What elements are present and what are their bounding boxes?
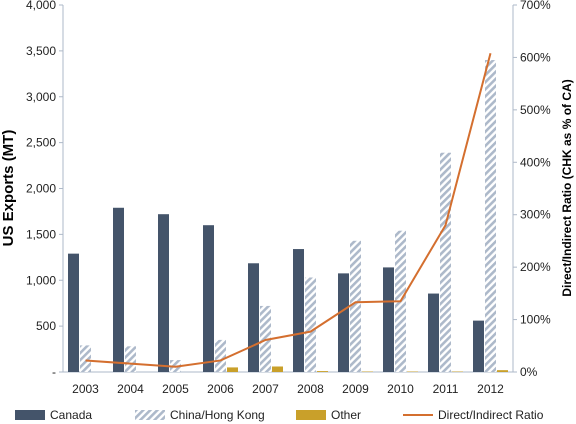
- x-tick-label: 2008: [297, 382, 324, 396]
- y-tick-label: 2,500: [26, 136, 56, 150]
- y2-axis-title: Direct/Indirect Ratio (CHK as % of CA): [560, 79, 574, 296]
- x-tick-label: 2006: [207, 382, 234, 396]
- bar-china-hong-kong-2004: [125, 346, 136, 372]
- bar-canada-2006: [203, 225, 214, 372]
- x-tick-label: 2010: [387, 382, 414, 396]
- bar-canada-2009: [338, 273, 349, 372]
- y2-tick-label: 700%: [520, 0, 551, 12]
- y-tick-label: 2,000: [26, 182, 56, 196]
- bar-canada-2007: [248, 263, 259, 372]
- series-line-ratio: [85, 52, 492, 368]
- y-tick-label: 3,000: [26, 90, 56, 104]
- x-tick-label: 2011: [433, 382, 459, 396]
- y2-tick-label: 400%: [520, 155, 551, 169]
- x-tick-label: 2005: [162, 382, 189, 396]
- y2-tick-label: 300%: [520, 208, 551, 222]
- x-tick-label: 2012: [477, 382, 504, 396]
- y-tick-label: 1,500: [26, 227, 56, 241]
- y2-tick-label: 200%: [520, 260, 551, 274]
- y2-tick-label: 0%: [520, 365, 538, 379]
- bar-china-hong-kong-2003: [80, 345, 91, 372]
- y-tick-label: 500: [36, 319, 56, 333]
- legend: Canada China/Hong Kong Other Direct/Indirec…: [15, 408, 544, 422]
- bar-other-2012: [497, 370, 508, 372]
- right-axis-ticks: 0% 100% 200% 300% 400% 500% 600% 700%: [513, 0, 551, 379]
- bar-canada-2012: [473, 320, 484, 372]
- bar-china-hong-kong-2007: [260, 305, 271, 372]
- bar-china-hong-kong-2012: [485, 60, 496, 373]
- y-tick-label: 1,000: [26, 273, 56, 287]
- bar-canada-2010: [383, 267, 394, 372]
- legend-swatch-china-hong-kong: [135, 410, 165, 420]
- legend-label-canada: Canada: [50, 408, 92, 422]
- ratio-line-group: [85, 52, 492, 368]
- left-axis-ticks: - 500 1,000 1,500 2,000 2,500 3,000 3,500 4,000: [26, 0, 63, 379]
- bar-china-hong-kong-2009: [350, 240, 361, 372]
- bar-other-2006: [227, 367, 238, 372]
- legend-label-china-hong-kong: China/Hong Kong: [170, 408, 265, 422]
- x-axis-ticks: 2003 2004 2005 2006 2007 2008 2009 2010 2011 2012: [72, 382, 504, 396]
- x-tick-label: 2009: [342, 382, 369, 396]
- y2-tick-label: 100%: [520, 313, 551, 327]
- bar-canada-2005: [158, 214, 169, 372]
- bar-canada-2011: [428, 293, 439, 372]
- bars-group: [68, 60, 508, 373]
- y-tick-label: 3,500: [26, 44, 56, 58]
- y2-tick-label: 500%: [520, 103, 551, 117]
- legend-label-direct-indirect-ratio: Direct/Indirect Ratio: [438, 408, 544, 422]
- y2-tick-label: 600%: [520, 50, 551, 64]
- bar-canada-2008: [293, 249, 304, 372]
- x-tick-label: 2003: [72, 382, 99, 396]
- bar-other-2007: [272, 366, 283, 372]
- y-tick-label: 4,000: [26, 0, 56, 12]
- bar-china-hong-kong-2006: [215, 339, 226, 372]
- x-tick-label: 2007: [252, 382, 279, 396]
- bar-canada-2004: [113, 207, 124, 372]
- x-tick-label: 2004: [117, 382, 144, 396]
- bar-other-2008: [317, 371, 328, 372]
- y-axis-title: US Exports (MT): [0, 130, 17, 247]
- bar-china-hong-kong-2011: [440, 152, 451, 372]
- y-tick-label: -: [52, 365, 56, 379]
- legend-swatch-other: [296, 410, 326, 420]
- bar-china-hong-kong-2008: [305, 277, 316, 372]
- legend-swatch-canada: [15, 410, 45, 420]
- bar-canada-2003: [68, 253, 79, 372]
- legend-label-other: Other: [331, 408, 361, 422]
